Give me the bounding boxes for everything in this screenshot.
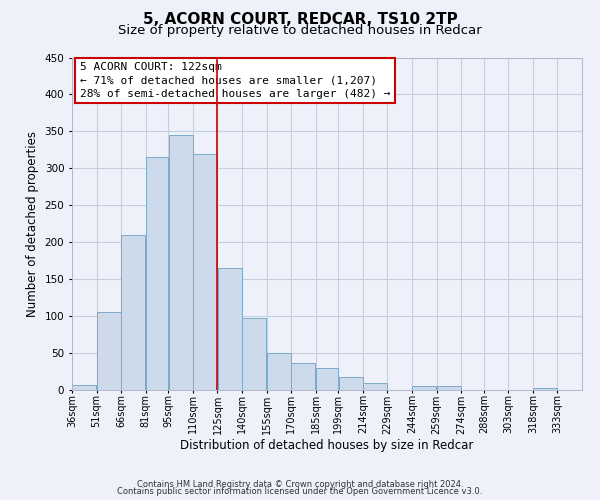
Bar xyxy=(437,386,461,390)
Bar xyxy=(412,386,436,390)
Y-axis label: Number of detached properties: Number of detached properties xyxy=(26,130,39,317)
Bar xyxy=(121,235,145,390)
Bar xyxy=(533,388,557,390)
Bar xyxy=(218,268,242,390)
Bar xyxy=(338,376,363,390)
Bar xyxy=(146,157,168,390)
Text: 5 ACORN COURT: 122sqm
← 71% of detached houses are smaller (1,207)
28% of semi-d: 5 ACORN COURT: 122sqm ← 71% of detached … xyxy=(80,62,390,99)
Text: Size of property relative to detached houses in Redcar: Size of property relative to detached ho… xyxy=(118,24,482,37)
Bar xyxy=(291,362,316,390)
Bar xyxy=(267,353,291,390)
Bar xyxy=(193,154,217,390)
Text: Contains public sector information licensed under the Open Government Licence v3: Contains public sector information licen… xyxy=(118,487,482,496)
Bar xyxy=(97,312,121,390)
Bar xyxy=(169,135,193,390)
Text: 5, ACORN COURT, REDCAR, TS10 2TP: 5, ACORN COURT, REDCAR, TS10 2TP xyxy=(143,12,457,28)
Text: Contains HM Land Registry data © Crown copyright and database right 2024.: Contains HM Land Registry data © Crown c… xyxy=(137,480,463,489)
Bar xyxy=(316,368,338,390)
Bar xyxy=(363,384,387,390)
X-axis label: Distribution of detached houses by size in Redcar: Distribution of detached houses by size … xyxy=(181,439,473,452)
Bar xyxy=(242,318,266,390)
Bar xyxy=(72,385,96,390)
